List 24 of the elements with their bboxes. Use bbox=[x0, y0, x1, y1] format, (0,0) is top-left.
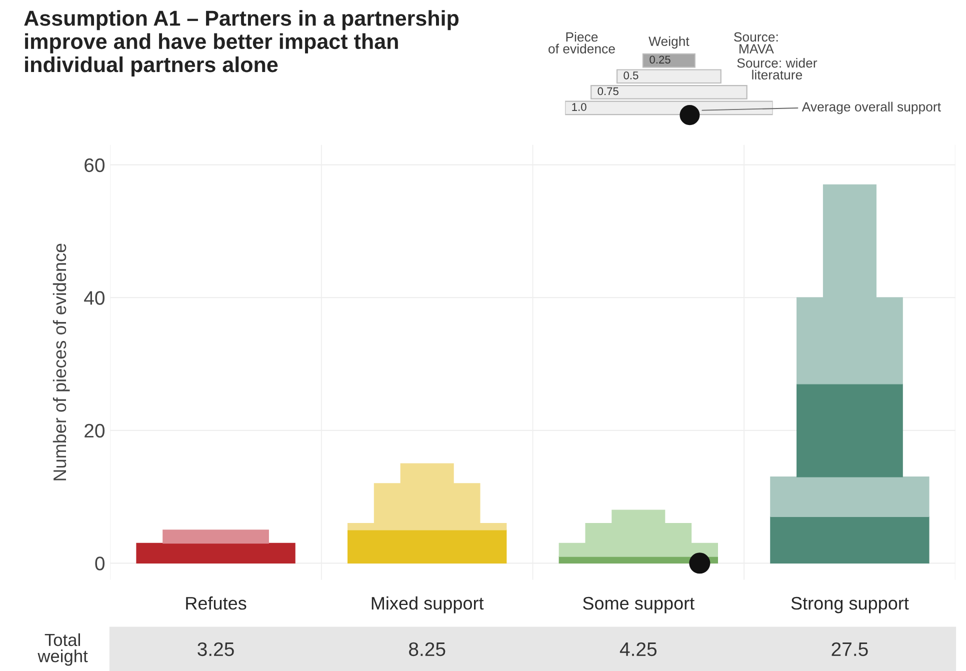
x-tick-label: Strong support bbox=[791, 596, 909, 614]
text: 1.0 bbox=[572, 103, 586, 111]
x-tick-label: Some support bbox=[583, 596, 694, 614]
x-tick-label: Mixed support bbox=[372, 596, 484, 614]
text: Piece of evidence bbox=[548, 32, 615, 54]
text: Total weight bbox=[38, 633, 88, 666]
text: 27.5 bbox=[832, 642, 868, 656]
source-note: Source: MAVA bbox=[734, 32, 778, 54]
text: 0.5 bbox=[624, 71, 638, 80]
chart-title: Assumption A1 – Partners in a partnership improve and have better impact than individual partners alone bbox=[24, 10, 459, 77]
text: 0.25 bbox=[650, 56, 670, 64]
text: 4.25 bbox=[620, 642, 657, 656]
text: 3.25 bbox=[198, 642, 234, 656]
source-note: Source: wider literature bbox=[737, 58, 818, 80]
y-tick-label: 40 bbox=[84, 291, 105, 305]
y-tick-label: 60 bbox=[84, 158, 105, 172]
x-tick-label: Refutes bbox=[186, 596, 246, 610]
y-tick-label: 0 bbox=[95, 556, 105, 570]
text: 8.25 bbox=[409, 642, 446, 656]
y-axis-title: Number of pieces of evidence bbox=[52, 244, 70, 480]
y-tick-label: 20 bbox=[84, 424, 105, 438]
text: Average overall support bbox=[802, 102, 941, 114]
text: Weight bbox=[648, 36, 690, 49]
text: 0.75 bbox=[598, 87, 618, 96]
